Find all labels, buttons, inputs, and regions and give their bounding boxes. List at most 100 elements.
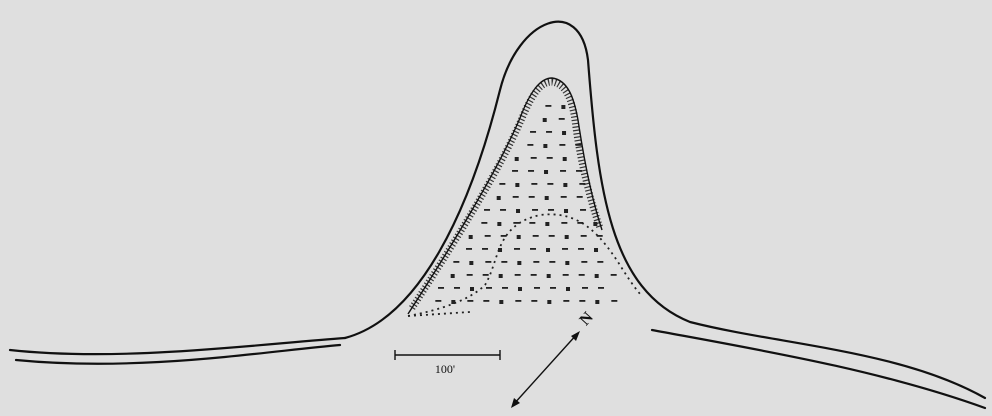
stipple-mark: [562, 131, 567, 135]
stipple-mark: [582, 287, 589, 289]
stipple-mark: [499, 300, 504, 304]
stipple-mark: [548, 235, 555, 237]
stipple-mark: [497, 222, 502, 226]
north-arrow: [512, 332, 579, 406]
stipple-mark: [598, 287, 605, 289]
bank-line: [407, 77, 603, 315]
stipple-mark: [515, 300, 522, 302]
stipple-mark: [563, 183, 568, 187]
stipple-mark: [516, 209, 521, 213]
stipple-mark: [466, 248, 473, 250]
stipple-mark: [517, 261, 522, 265]
stipple-mark: [580, 235, 587, 237]
stipple-mark: [550, 287, 557, 289]
stipple-mark: [514, 274, 521, 276]
stipple-mark: [564, 235, 569, 239]
stipple-mark: [561, 222, 568, 224]
stipple-mark: [528, 170, 535, 172]
stipple-mark: [533, 261, 540, 263]
shore-left-lower: [14, 343, 342, 365]
stipple-mark: [562, 157, 567, 161]
stipple-mark: [578, 274, 585, 276]
stipple-mark: [594, 274, 599, 278]
stipple-mark: [560, 170, 567, 172]
stipple-mark: [532, 235, 539, 237]
stipple-mark: [481, 222, 488, 224]
stipple-mark: [578, 248, 585, 250]
stipple-mark: [482, 274, 489, 276]
stipple-mark: [529, 222, 536, 224]
stipple-mark: [544, 170, 549, 174]
stipple-mark: [484, 209, 491, 211]
north-arrow-tail: [511, 398, 520, 408]
stipple-mark: [438, 287, 445, 289]
stipple-mark: [530, 274, 537, 276]
stipple-mark: [498, 248, 503, 252]
stipple-mark: [468, 235, 473, 239]
stipple-mark: [527, 144, 534, 146]
stipple-mark: [580, 209, 587, 211]
stipple-mark: [514, 248, 521, 250]
stipple-mark: [558, 118, 565, 120]
stipple-mark: [561, 105, 566, 109]
stipple-mark: [562, 248, 569, 250]
stipple-mark: [566, 287, 571, 291]
stipple-mark: [528, 196, 535, 198]
stipple: [435, 105, 618, 304]
stipple-mark: [531, 300, 538, 302]
stipple-mark: [499, 183, 506, 185]
point-outline: [343, 20, 987, 400]
stipple-mark: [496, 196, 501, 200]
stipple-mark: [453, 261, 460, 263]
stipple-mark: [498, 274, 503, 278]
stipple-mark: [546, 248, 551, 252]
stipple-mark: [546, 131, 553, 133]
stipple-mark: [611, 300, 618, 302]
stipple-mark: [546, 157, 553, 159]
stipple-mark: [581, 261, 588, 263]
stipple-mark: [596, 235, 603, 237]
stipple-mark: [545, 222, 550, 226]
stipple-mark: [577, 222, 584, 224]
stipple-mark: [576, 170, 583, 172]
zone-boundary-base: [407, 311, 471, 317]
shore-left-upper: [8, 336, 347, 356]
stipple-mark: [518, 287, 523, 291]
stipple-mark: [579, 183, 586, 185]
stipple-mark: [530, 157, 537, 159]
stipple-mark: [595, 300, 600, 304]
stipple-mark: [594, 248, 599, 252]
stipple-mark: [467, 300, 474, 302]
stipple-mark: [562, 274, 569, 276]
stipple-mark: [610, 274, 617, 276]
stipple-mark: [513, 222, 520, 224]
stipple-mark: [559, 144, 566, 146]
stipple-mark: [549, 261, 556, 263]
stipple-mark: [514, 157, 519, 161]
stipple-mark: [545, 105, 552, 107]
stipple-mark: [546, 274, 551, 278]
stipple-mark: [548, 209, 555, 211]
stipple-mark: [482, 248, 489, 250]
stipple-mark: [466, 274, 473, 276]
stipple-mark: [454, 287, 461, 289]
stipple-mark: [597, 261, 604, 263]
shore-right-lower: [650, 328, 987, 410]
stipple-mark: [501, 261, 508, 263]
stipple-mark: [451, 300, 456, 304]
stipple-mark: [531, 183, 538, 185]
stipple-mark: [575, 144, 582, 146]
zone-boundary: [407, 213, 643, 317]
stipple-mark: [564, 209, 569, 213]
stipple-mark: [483, 300, 490, 302]
stipple-mark: [435, 300, 442, 302]
stipple-mark: [485, 261, 492, 263]
scale-label: 100': [435, 362, 455, 376]
stipple-mark: [576, 196, 583, 198]
stipple-mark: [516, 235, 521, 239]
stipple-mark: [470, 287, 475, 291]
stipple-mark: [593, 222, 598, 226]
stipple-mark: [484, 235, 491, 237]
